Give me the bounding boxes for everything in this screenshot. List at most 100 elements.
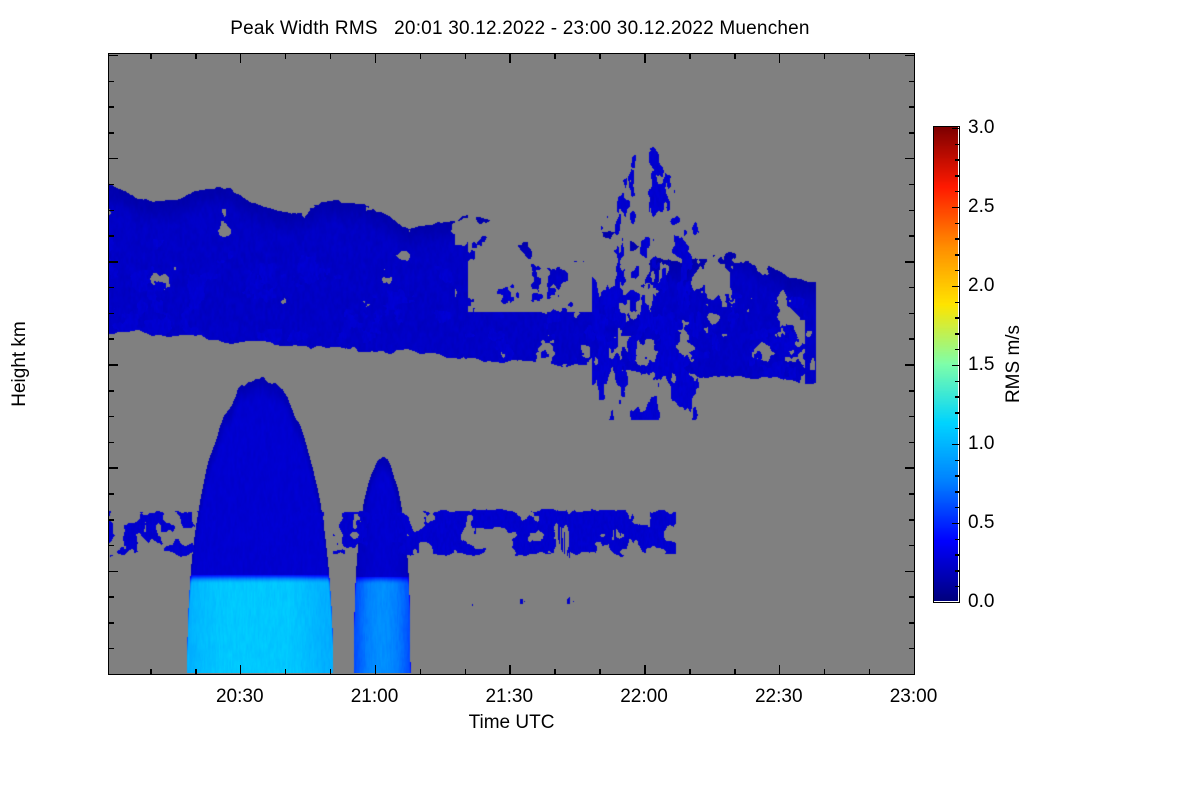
y-axis-minor-tick bbox=[109, 390, 114, 392]
y-axis-title: Height km bbox=[9, 321, 30, 407]
plot-area bbox=[108, 53, 916, 676]
heatmap-canvas bbox=[109, 54, 913, 673]
colorbar-minor-tick bbox=[955, 269, 959, 272]
y-axis-minor-tick bbox=[109, 441, 114, 444]
x-axis-minor-tick bbox=[419, 54, 422, 59]
y-axis-major-tick bbox=[109, 157, 118, 160]
y-axis-major-tick bbox=[905, 467, 914, 469]
x-axis-major-tick bbox=[509, 54, 511, 63]
y-axis-minor-tick bbox=[109, 80, 114, 83]
y-axis-minor-tick bbox=[109, 286, 114, 289]
x-axis-minor-tick bbox=[734, 54, 736, 59]
colorbar-minor-tick bbox=[955, 538, 959, 541]
y-axis-minor-tick bbox=[909, 80, 914, 83]
colorbar-minor-tick bbox=[955, 143, 959, 146]
y-axis-minor-tick bbox=[109, 519, 114, 521]
colorbar-minor-tick bbox=[955, 585, 959, 588]
colorbar-major-tick bbox=[952, 601, 959, 604]
colorbar-minor-tick bbox=[955, 380, 959, 383]
x-axis-tick-label: 20:30 bbox=[215, 686, 264, 707]
colorbar-minor-tick bbox=[955, 190, 959, 193]
y-axis-minor-tick bbox=[909, 235, 914, 237]
x-axis-minor-tick bbox=[599, 54, 601, 59]
x-axis-major-tick bbox=[913, 54, 916, 63]
y-axis-minor-tick bbox=[909, 544, 914, 547]
y-axis-major-tick bbox=[905, 673, 914, 676]
x-axis-minor-tick bbox=[329, 54, 332, 59]
y-axis-major-tick bbox=[109, 364, 118, 366]
colorbar-major-tick bbox=[952, 127, 959, 130]
x-axis-major-tick bbox=[239, 665, 242, 674]
x-axis-major-tick bbox=[778, 54, 781, 63]
y-axis-minor-tick bbox=[109, 312, 114, 315]
colorbar-tick-label: 2.0 bbox=[968, 274, 995, 296]
y-axis-minor-tick bbox=[109, 183, 114, 186]
y-axis-minor-tick bbox=[109, 106, 114, 108]
colorbar-minor-tick bbox=[955, 412, 959, 414]
colorbar-minor-tick bbox=[955, 238, 959, 240]
y-axis-minor-tick bbox=[109, 415, 114, 418]
x-axis-minor-tick bbox=[689, 669, 691, 674]
colorbar-minor-tick bbox=[955, 491, 959, 493]
colorbar-minor-tick bbox=[955, 159, 959, 161]
colorbar-minor-tick bbox=[955, 475, 959, 477]
x-axis-tick-label: 22:00 bbox=[620, 686, 668, 707]
colorbar-minor-tick bbox=[955, 506, 959, 509]
x-axis-minor-tick bbox=[150, 54, 152, 59]
y-axis-major-tick bbox=[109, 261, 118, 263]
y-axis-major-tick bbox=[905, 364, 914, 366]
x-axis-minor-tick bbox=[823, 54, 826, 59]
colorbar-minor-tick bbox=[955, 317, 959, 319]
y-axis-minor-tick bbox=[109, 544, 114, 547]
colorbar-minor-tick bbox=[955, 554, 959, 556]
x-axis-minor-tick bbox=[284, 669, 287, 674]
y-axis-major-tick bbox=[109, 54, 118, 57]
y-axis-minor-tick bbox=[909, 415, 914, 418]
y-axis-minor-tick bbox=[909, 493, 914, 495]
y-axis-minor-tick bbox=[909, 286, 914, 289]
y-axis-minor-tick bbox=[109, 132, 114, 134]
x-axis-tick-label: 21:30 bbox=[485, 686, 534, 707]
colorbar-minor-tick bbox=[955, 254, 959, 256]
colorbar-minor-tick bbox=[955, 175, 959, 177]
y-axis-minor-tick bbox=[909, 106, 914, 108]
y-axis-minor-tick bbox=[909, 312, 914, 315]
y-axis-minor-tick bbox=[909, 390, 914, 392]
colorbar-major-tick bbox=[952, 522, 959, 525]
x-axis-minor-tick bbox=[868, 669, 871, 674]
x-axis-minor-tick bbox=[464, 669, 467, 674]
colorbar-tick-label: 2.5 bbox=[968, 195, 995, 217]
colorbar-minor-tick bbox=[955, 301, 959, 304]
y-axis-minor-tick bbox=[909, 519, 914, 521]
colorbar-tick-label: 0.0 bbox=[968, 590, 995, 612]
colorbar-major-tick bbox=[952, 285, 959, 288]
y-axis-major-tick bbox=[109, 673, 118, 676]
colorbar-tick-label: 1.0 bbox=[968, 432, 995, 454]
x-axis-tick-label: 22:30 bbox=[754, 686, 803, 707]
page-title: Peak Width RMS 20:01 30.12.2022 - 23:00 … bbox=[230, 18, 810, 39]
y-axis-minor-tick bbox=[909, 132, 914, 134]
y-axis-minor-tick bbox=[909, 622, 914, 624]
y-axis-minor-tick bbox=[109, 493, 114, 495]
y-axis-major-tick bbox=[109, 570, 118, 573]
colorbar-major-tick bbox=[952, 443, 959, 446]
colorbar-minor-tick bbox=[955, 348, 959, 351]
y-axis-minor-tick bbox=[909, 441, 914, 444]
x-axis-minor-tick bbox=[419, 669, 422, 674]
x-axis-tick-label: 23:00 bbox=[889, 686, 938, 707]
x-axis-major-tick bbox=[374, 665, 377, 674]
x-axis-minor-tick bbox=[734, 669, 736, 674]
y-axis-minor-tick bbox=[909, 183, 914, 186]
x-axis-minor-tick bbox=[150, 669, 152, 674]
colorbar-major-tick bbox=[952, 364, 959, 367]
x-axis-minor-tick bbox=[329, 669, 332, 674]
x-axis-minor-tick bbox=[868, 54, 871, 59]
colorbar-minor-tick bbox=[955, 570, 959, 572]
x-axis-minor-tick bbox=[195, 669, 197, 674]
y-axis-major-tick bbox=[109, 467, 118, 469]
x-axis-minor-tick bbox=[554, 54, 556, 59]
y-axis-major-tick bbox=[905, 261, 914, 263]
x-axis-tick-label: 21:00 bbox=[350, 686, 399, 707]
x-axis-minor-tick bbox=[464, 54, 467, 59]
